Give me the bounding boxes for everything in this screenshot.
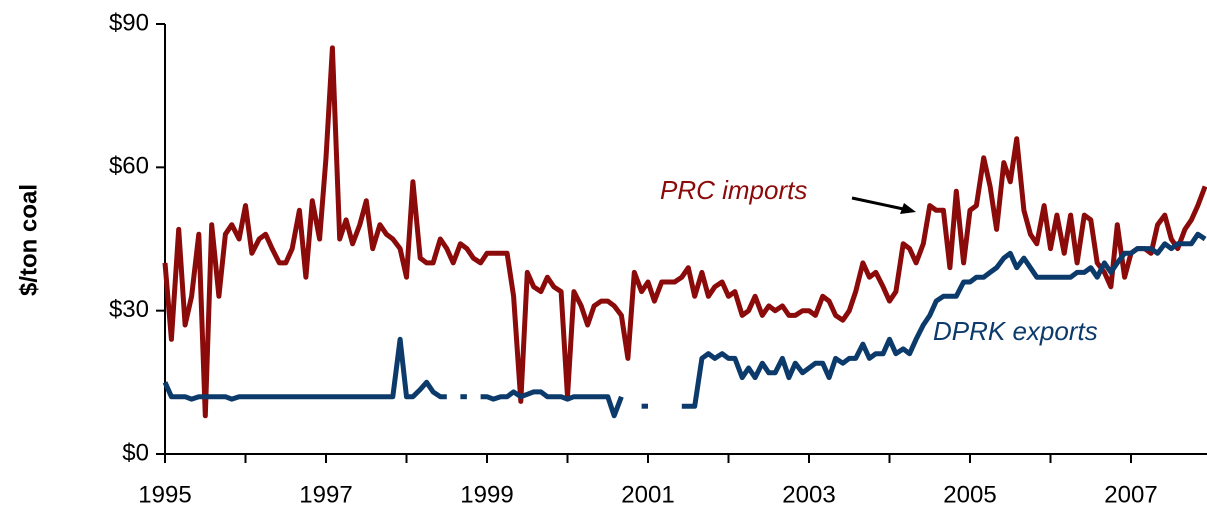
y-tick-label: $0 [122, 439, 149, 466]
x-tick-label: 2005 [943, 481, 996, 508]
annotation-arrowhead [900, 203, 916, 214]
annotation: PRC imports [660, 175, 807, 205]
y-tick-label: $60 [109, 153, 149, 180]
annotation-arrow [851, 196, 909, 212]
series-line [480, 389, 624, 419]
series-line [162, 45, 1207, 419]
x-tick-label: 1995 [138, 481, 191, 508]
x-tick-label: 2001 [621, 481, 674, 508]
series-line [162, 336, 447, 402]
y-tick-label: $30 [109, 296, 149, 323]
x-tick-label: 2003 [782, 481, 835, 508]
y-tick-label: $90 [109, 9, 149, 36]
series-line [681, 231, 1207, 409]
y-axis-label: $/ton coal [15, 184, 42, 296]
annotation: DPRK exports [933, 316, 1098, 346]
x-tick-label: 1997 [299, 481, 352, 508]
x-tick-label: 2007 [1104, 481, 1157, 508]
x-tick-label: 1999 [460, 481, 513, 508]
